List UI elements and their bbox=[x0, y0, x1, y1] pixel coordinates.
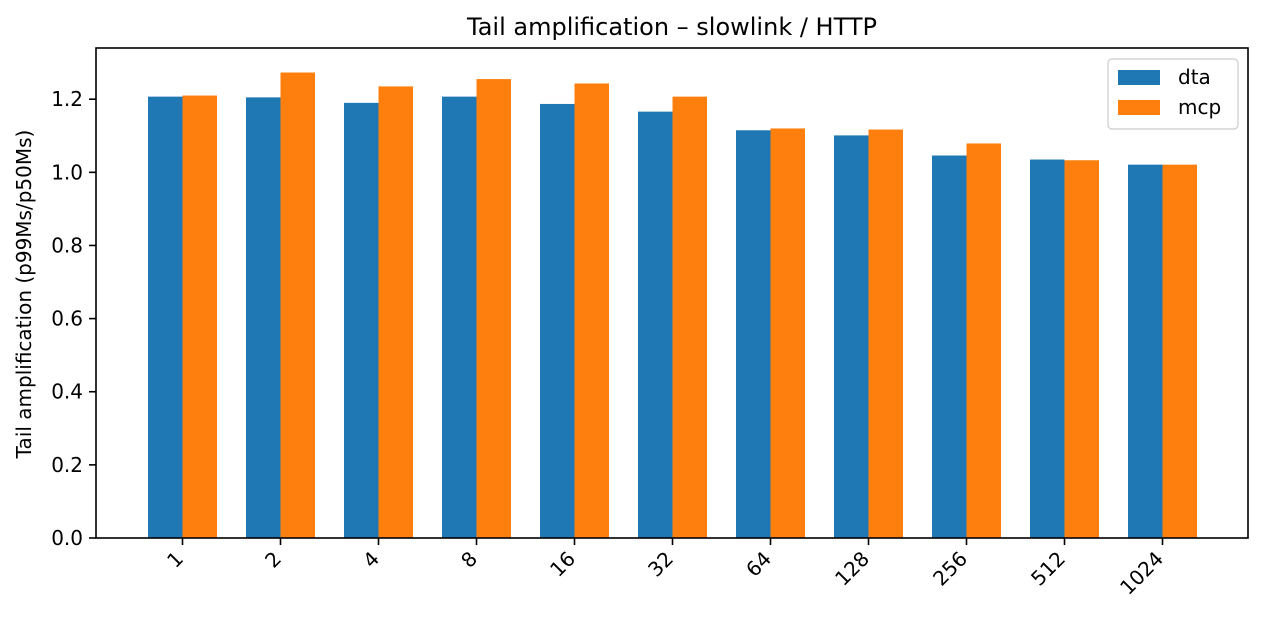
bar-mcp-32 bbox=[672, 96, 707, 538]
bar-mcp-2 bbox=[280, 72, 315, 538]
bar-dta-1024 bbox=[1128, 164, 1163, 539]
x-tick-label: 8 bbox=[456, 547, 482, 573]
bar-dta-32 bbox=[638, 111, 673, 539]
x-tick-label: 64 bbox=[741, 547, 776, 582]
y-axis-label: Tail amplification (p99Ms/p50Ms) bbox=[12, 130, 36, 460]
y-tick-label: 1.0 bbox=[51, 160, 83, 184]
bar-dta-2 bbox=[246, 97, 281, 539]
x-tick-label: 128 bbox=[830, 547, 874, 591]
bar-mcp-4 bbox=[378, 86, 413, 539]
y-tick-label: 1.2 bbox=[51, 87, 83, 111]
x-tick-label: 32 bbox=[643, 547, 678, 582]
bar-mcp-16 bbox=[574, 83, 609, 538]
x-ticks-group: 1 2 4 8 16 32 64 128 256 512 1024 bbox=[162, 538, 1168, 600]
bar-dta-1 bbox=[148, 96, 183, 538]
x-tick-label: 1024 bbox=[1115, 547, 1168, 600]
bar-dta-128 bbox=[834, 135, 869, 539]
bar-dta-4 bbox=[344, 102, 379, 539]
x-tick-label: 4 bbox=[358, 547, 384, 573]
bar-mcp-128 bbox=[868, 129, 903, 538]
legend: dta mcp bbox=[1107, 58, 1239, 130]
bar-mcp-256 bbox=[966, 143, 1001, 538]
legend-label-dta: dta bbox=[1178, 65, 1211, 89]
bar-mcp-64 bbox=[770, 128, 805, 538]
bar-mcp-1 bbox=[182, 95, 217, 538]
bar-mcp-1024 bbox=[1162, 164, 1197, 539]
y-tick-label: 0.6 bbox=[51, 307, 83, 331]
bar-dta-64 bbox=[736, 130, 771, 538]
bar-dta-512 bbox=[1030, 159, 1065, 538]
x-tick-label: 1 bbox=[162, 547, 188, 573]
bar-dta-8 bbox=[442, 96, 477, 538]
y-ticks-group: 0.0 0.2 0.4 0.6 0.8 1.0 1.2 bbox=[51, 87, 96, 550]
bar-mcp-8 bbox=[476, 79, 511, 538]
legend-label-mcp: mcp bbox=[1178, 95, 1221, 119]
y-tick-label: 0.0 bbox=[51, 526, 83, 550]
plot-frame bbox=[95, 47, 1249, 539]
legend-swatch-dta bbox=[1118, 70, 1160, 85]
bar-mcp-512 bbox=[1064, 160, 1099, 538]
legend-swatch-mcp bbox=[1118, 100, 1160, 115]
x-tick-label: 256 bbox=[928, 547, 972, 591]
x-tick-label: 512 bbox=[1026, 547, 1070, 591]
bars-group bbox=[148, 72, 1197, 539]
chart-title: Tail amplification – slowlink / HTTP bbox=[466, 13, 877, 41]
x-tick-label: 16 bbox=[545, 547, 580, 582]
bar-dta-256 bbox=[932, 155, 967, 539]
x-tick-label: 2 bbox=[260, 547, 286, 573]
y-tick-label: 0.2 bbox=[51, 453, 83, 477]
bar-dta-16 bbox=[540, 103, 575, 539]
y-tick-label: 0.4 bbox=[51, 380, 83, 404]
y-tick-label: 0.8 bbox=[51, 233, 83, 257]
